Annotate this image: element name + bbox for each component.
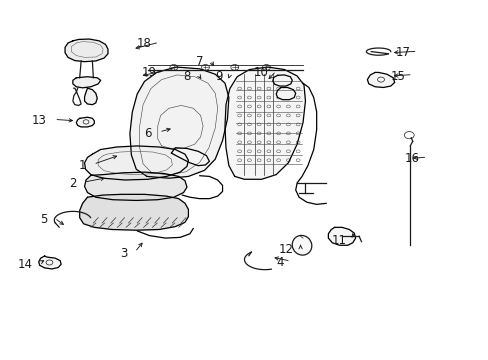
Text: 7: 7	[195, 55, 203, 68]
Text: 6: 6	[144, 127, 152, 140]
Text: 17: 17	[394, 46, 409, 59]
Ellipse shape	[292, 235, 311, 255]
Text: 1: 1	[79, 159, 86, 172]
Text: 5: 5	[40, 213, 47, 226]
Text: 14: 14	[18, 258, 32, 271]
Text: 15: 15	[390, 69, 405, 82]
Text: 11: 11	[331, 234, 346, 247]
Text: 10: 10	[253, 66, 268, 79]
Text: 4: 4	[275, 256, 283, 269]
Polygon shape	[65, 39, 108, 62]
Polygon shape	[130, 67, 228, 178]
Text: 19: 19	[142, 66, 157, 79]
Polygon shape	[73, 77, 101, 88]
Text: 12: 12	[278, 243, 293, 256]
Text: 8: 8	[183, 69, 190, 82]
Polygon shape	[366, 72, 394, 87]
Polygon shape	[76, 117, 94, 127]
Polygon shape	[171, 148, 209, 166]
Polygon shape	[84, 172, 186, 201]
Polygon shape	[272, 75, 292, 86]
Text: 2: 2	[69, 177, 76, 190]
Text: 3: 3	[120, 247, 127, 260]
Polygon shape	[276, 87, 295, 100]
Text: 18: 18	[137, 37, 152, 50]
Polygon shape	[84, 146, 188, 180]
Polygon shape	[224, 67, 305, 179]
Text: 16: 16	[404, 152, 419, 165]
Polygon shape	[80, 194, 188, 230]
Polygon shape	[39, 256, 61, 269]
Polygon shape	[328, 227, 355, 245]
Text: 13: 13	[32, 114, 47, 127]
Text: 9: 9	[215, 69, 222, 82]
Polygon shape	[84, 88, 97, 105]
